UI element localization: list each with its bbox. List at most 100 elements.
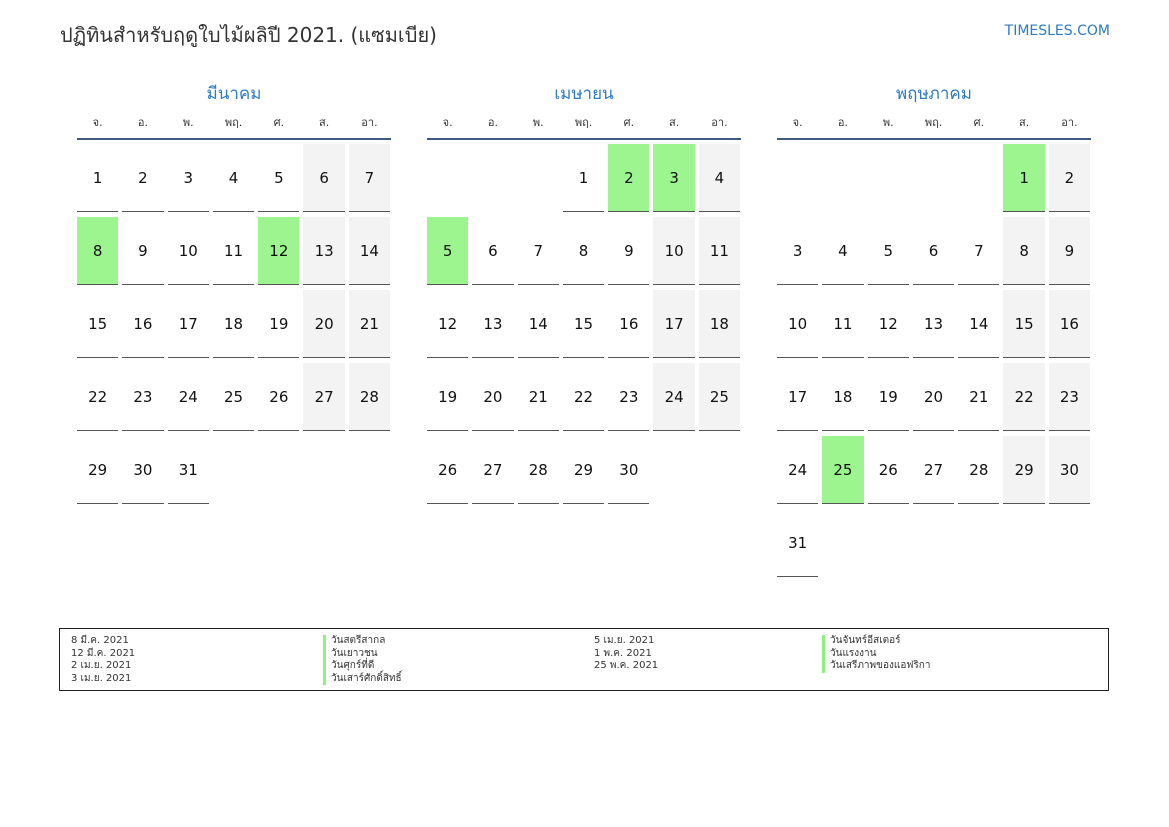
day-cell: 10 bbox=[167, 217, 209, 285]
day-cell: 20 bbox=[303, 290, 345, 358]
day-cell: 4 bbox=[698, 144, 741, 212]
holiday-day-cell: 1 bbox=[1003, 144, 1045, 212]
day-cell: 18 bbox=[212, 290, 255, 358]
day-cell: 6 bbox=[303, 144, 345, 212]
month-april: เมษายน จ. อ. พ. พฤ. ศ. ส. อา. 1 2 3 4 5 6 7 8 9 10 11 12 1… bbox=[427, 80, 741, 504]
day-cell: 3 bbox=[167, 144, 209, 212]
day-cell: 24 bbox=[167, 363, 209, 431]
weekday-label: อ. bbox=[137, 116, 148, 129]
day-cell: 7 bbox=[958, 217, 1000, 285]
day-cell: 19 bbox=[867, 363, 909, 431]
day-cell: 12 bbox=[427, 290, 469, 358]
legend-date: 12 มี.ค. 2021 bbox=[71, 647, 136, 659]
weekday-label: อา. bbox=[1061, 116, 1078, 129]
day-cell: 14 bbox=[517, 290, 559, 358]
day-cell: 21 bbox=[958, 363, 1000, 431]
day-cell: 29 bbox=[77, 436, 119, 504]
day-cell: 18 bbox=[698, 290, 741, 358]
month-name: มีนาคม bbox=[206, 84, 262, 104]
day-cell: 23 bbox=[1048, 363, 1091, 431]
legend-holiday-name: วันเสาร์ศักดิ์สิทธิ์ bbox=[323, 672, 402, 685]
legend-holiday-name: วันแรงงาน bbox=[822, 647, 930, 660]
empty-cell bbox=[868, 144, 909, 212]
empty-cell bbox=[777, 144, 818, 212]
day-cell: 21 bbox=[348, 290, 391, 358]
day-cell: 10 bbox=[653, 217, 695, 285]
day-cell: 22 bbox=[562, 363, 605, 431]
legend-dates-right: 5 เม.ย. 2021 1 พ.ค. 2021 25 พ.ค. 2021 bbox=[594, 635, 658, 673]
day-cell: 16 bbox=[608, 290, 650, 358]
day-cell: 9 bbox=[608, 217, 650, 285]
day-cell: 22 bbox=[1003, 363, 1045, 431]
weekday-label: อา. bbox=[711, 116, 728, 129]
page-title: ปฏิทินสำหรับฤดูใบไม้ผลิปี 2021. (แซมเบีย… bbox=[60, 23, 437, 47]
day-cell: 11 bbox=[698, 217, 741, 285]
day-cell: 24 bbox=[653, 363, 695, 431]
day-cell: 10 bbox=[777, 290, 819, 358]
day-grid: 1 2 3 4 5 6 7 8 9 10 11 12 13 14 15 16 17 18 19 20 21 22 23 24 2… bbox=[77, 144, 391, 504]
day-cell: 27 bbox=[303, 363, 345, 431]
day-cell: 25 bbox=[212, 363, 255, 431]
weekday-label: จ. bbox=[92, 116, 103, 129]
day-cell: 29 bbox=[562, 436, 605, 504]
weekday-label: พ. bbox=[882, 116, 894, 129]
holiday-day-cell: 12 bbox=[258, 217, 300, 285]
weekday-label: จ. bbox=[442, 116, 453, 129]
day-cell: 4 bbox=[212, 144, 255, 212]
weekday-label: อา. bbox=[361, 116, 378, 129]
day-cell: 1 bbox=[562, 144, 605, 212]
day-cell: 5 bbox=[867, 217, 909, 285]
day-cell: 7 bbox=[348, 144, 391, 212]
day-cell: 20 bbox=[472, 363, 514, 431]
day-cell: 30 bbox=[1048, 436, 1091, 504]
empty-cell bbox=[472, 144, 513, 212]
day-cell: 4 bbox=[822, 217, 864, 285]
holiday-day-cell: 5 bbox=[427, 217, 469, 285]
weekday-label: พฤ. bbox=[224, 116, 243, 129]
day-cell: 27 bbox=[912, 436, 955, 504]
weekday-label: พฤ. bbox=[574, 116, 593, 129]
empty-cell bbox=[822, 144, 863, 212]
site-link[interactable]: TIMESLES.COM bbox=[1004, 23, 1110, 39]
weekday-label: ส. bbox=[319, 116, 330, 129]
holiday-legend: 8 มี.ค. 2021 12 มี.ค. 2021 2 เม.ย. 2021 … bbox=[59, 628, 1109, 691]
day-cell: 2 bbox=[1048, 144, 1091, 212]
legend-names-left: วันสตรีสากล วันเยาวชน วันศุกร์ที่ดี วันเ… bbox=[323, 635, 402, 685]
legend-date: 2 เม.ย. 2021 bbox=[71, 660, 132, 671]
day-cell: 9 bbox=[1048, 217, 1091, 285]
day-cell: 22 bbox=[77, 363, 119, 431]
day-cell: 19 bbox=[427, 363, 469, 431]
weekday-label: ศ. bbox=[623, 116, 635, 129]
day-cell: 26 bbox=[427, 436, 469, 504]
day-cell: 28 bbox=[958, 436, 1000, 504]
day-cell: 12 bbox=[867, 290, 909, 358]
month-may: พฤษภาคม จ. อ. พ. พฤ. ศ. ส. อา. 1 2 3 4 5 6 7 8 9 10 11 12… bbox=[777, 80, 1091, 577]
day-cell: 9 bbox=[122, 217, 164, 285]
day-cell: 31 bbox=[167, 436, 209, 504]
legend-holiday-name: วันศุกร์ที่ดี bbox=[323, 660, 402, 673]
weekday-label: พ. bbox=[182, 116, 194, 129]
day-cell: 8 bbox=[562, 217, 605, 285]
holiday-day-cell: 8 bbox=[77, 217, 119, 285]
day-grid: 1 2 3 4 5 6 7 8 9 10 11 12 13 14 15 16 17 18 19 20 21 22 23 24 2… bbox=[777, 144, 1091, 577]
day-cell: 21 bbox=[517, 363, 559, 431]
day-cell: 19 bbox=[258, 290, 300, 358]
day-cell: 14 bbox=[348, 217, 391, 285]
day-grid: 1 2 3 4 5 6 7 8 9 10 11 12 13 14 15 16 17 18 19 20 21 22 23 24 2… bbox=[427, 144, 741, 504]
day-cell: 11 bbox=[212, 217, 255, 285]
holiday-day-cell: 2 bbox=[608, 144, 650, 212]
day-cell: 31 bbox=[777, 509, 819, 577]
day-cell: 6 bbox=[912, 217, 955, 285]
day-cell: 27 bbox=[472, 436, 514, 504]
day-cell: 28 bbox=[348, 363, 391, 431]
weekday-label: จ. bbox=[792, 116, 803, 129]
day-cell: 15 bbox=[562, 290, 605, 358]
day-cell: 8 bbox=[1003, 217, 1045, 285]
month-name: พฤษภาคม bbox=[895, 84, 973, 104]
day-cell: 14 bbox=[958, 290, 1000, 358]
day-cell: 26 bbox=[258, 363, 300, 431]
month-march: มีนาคม จ. อ. พ. พฤ. ศ. ส. อา. 1 2 3 4 5 6 7 8 9 10 11 12 1… bbox=[77, 80, 391, 504]
day-cell: 23 bbox=[608, 363, 650, 431]
legend-date: 3 เม.ย. 2021 bbox=[71, 672, 132, 684]
day-cell: 30 bbox=[122, 436, 164, 504]
